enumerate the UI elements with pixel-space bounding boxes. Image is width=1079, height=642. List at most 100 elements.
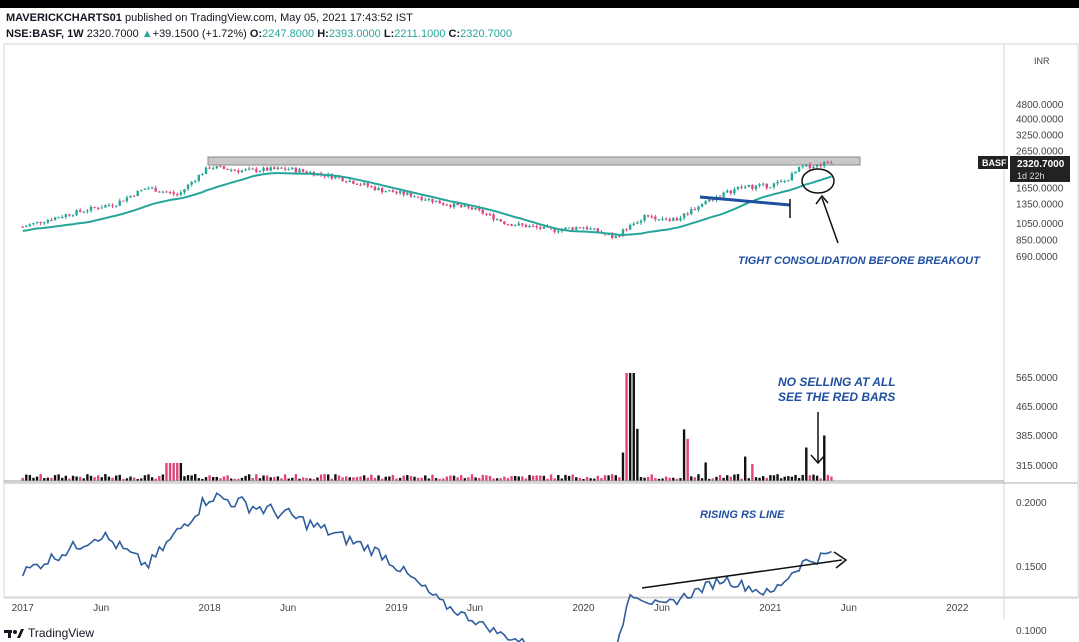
volume-bar <box>449 476 451 481</box>
candle-body <box>147 188 149 189</box>
volume-bar <box>176 463 178 481</box>
volume-bar <box>39 474 41 481</box>
volume-bar <box>352 477 354 481</box>
tradingview-footer[interactable]: TradingView <box>4 626 94 640</box>
candle-body <box>406 193 408 195</box>
volume-bar <box>568 476 570 481</box>
time-tick-label: 2019 <box>385 603 408 614</box>
volume-bar <box>543 476 545 481</box>
candle-body <box>496 219 498 220</box>
candle-body <box>68 214 70 215</box>
volume-bar <box>431 475 433 481</box>
candle-body <box>744 187 746 188</box>
volume-bar <box>683 429 685 481</box>
candle-body <box>395 192 397 193</box>
volume-bar <box>794 475 796 481</box>
rs-axis[interactable]: 0.2000 0.1500 0.1000 <box>1016 498 1047 637</box>
candle-body <box>172 192 174 194</box>
price-tick-label: 1350.0000 <box>1016 199 1064 210</box>
volume-bar <box>338 475 340 481</box>
candle-body <box>643 215 645 221</box>
resistance-zone[interactable] <box>208 157 860 165</box>
candle-body <box>672 218 674 221</box>
candle-body <box>651 216 653 217</box>
time-tick-label: Jun <box>93 603 109 614</box>
candle-body <box>593 228 595 229</box>
volume-bar <box>762 476 764 481</box>
candle-body <box>108 205 110 206</box>
current-price-text: 2320.7000 <box>1017 159 1065 170</box>
candle-body <box>748 185 750 187</box>
volume-bar <box>169 463 171 481</box>
volume-bar <box>737 474 739 481</box>
rs-tick-label: 0.1000 <box>1016 626 1047 637</box>
candle-body <box>266 168 268 171</box>
volume-bar <box>787 476 789 481</box>
candle-body <box>133 196 135 197</box>
volume-bar <box>532 476 534 481</box>
candle-body <box>568 228 570 229</box>
candle-body <box>543 227 545 229</box>
candle-body <box>417 196 419 197</box>
volume-bars <box>21 373 832 481</box>
volume-bar <box>446 477 448 481</box>
candle-body <box>464 205 466 206</box>
candle-body <box>97 208 99 209</box>
price-axis[interactable]: 4800.00004000.00003250.00002650.00002050… <box>1016 100 1064 472</box>
price-tick-label: 690.0000 <box>1016 252 1058 263</box>
volume-bar <box>633 373 635 481</box>
rs-annotation: RISING RS LINE <box>700 509 785 521</box>
candle-body <box>809 164 811 168</box>
candle-body <box>805 164 807 166</box>
candle-body <box>370 186 372 187</box>
volume-bar <box>97 475 99 481</box>
volume-bar <box>385 477 387 481</box>
time-tick-label: 2022 <box>946 603 969 614</box>
candle-body <box>356 184 358 185</box>
volume-bar <box>647 477 649 481</box>
volume-bar <box>528 475 530 481</box>
volume-bar <box>226 475 228 481</box>
candle-body <box>708 199 710 201</box>
candle-body <box>119 201 121 206</box>
no-selling-annotation: NO SELLING AT ALL <box>778 375 896 389</box>
volume-bar <box>90 476 92 481</box>
candle-body <box>377 188 379 190</box>
volume-bar <box>604 475 606 481</box>
candle-body <box>773 183 775 187</box>
candle-body <box>536 226 538 227</box>
candle-body <box>769 187 771 188</box>
candle-body <box>270 167 272 170</box>
candle-body <box>424 200 426 201</box>
volume-bar <box>162 474 164 481</box>
currency-label: INR <box>1034 56 1050 66</box>
volume-bar <box>802 475 804 481</box>
consolidation-arrow[interactable] <box>822 198 838 243</box>
volume-bar <box>392 475 394 481</box>
candle-body <box>733 189 735 193</box>
volume-bar <box>57 474 59 481</box>
candle-body <box>449 205 451 207</box>
candle-body <box>482 210 484 214</box>
price-tick-label: 3250.0000 <box>1016 131 1064 142</box>
candle-body <box>485 214 487 215</box>
volume-bar <box>323 474 325 481</box>
candle-body <box>435 201 437 202</box>
time-tick-label: Jun <box>280 603 296 614</box>
price-tick-label: 4000.0000 <box>1016 114 1064 125</box>
volume-bar <box>489 476 491 481</box>
volume-bar <box>47 478 49 481</box>
candle-body <box>241 170 243 172</box>
candle-body <box>273 167 275 169</box>
volume-bar <box>334 474 336 481</box>
candle-body <box>54 217 56 220</box>
price-tick-label: 1050.0000 <box>1016 219 1064 230</box>
rs-tick-label: 0.1500 <box>1016 562 1047 573</box>
volume-bar <box>93 477 95 481</box>
time-axis[interactable]: 2017 Jun 2018 Jun 2019 Jun 2020 Jun 2021 Jun 2022 <box>12 603 969 614</box>
price-tick-label: 465.0000 <box>1016 402 1058 413</box>
candle-body <box>460 205 462 207</box>
candle-body <box>586 227 588 229</box>
volume-bar <box>510 476 512 481</box>
